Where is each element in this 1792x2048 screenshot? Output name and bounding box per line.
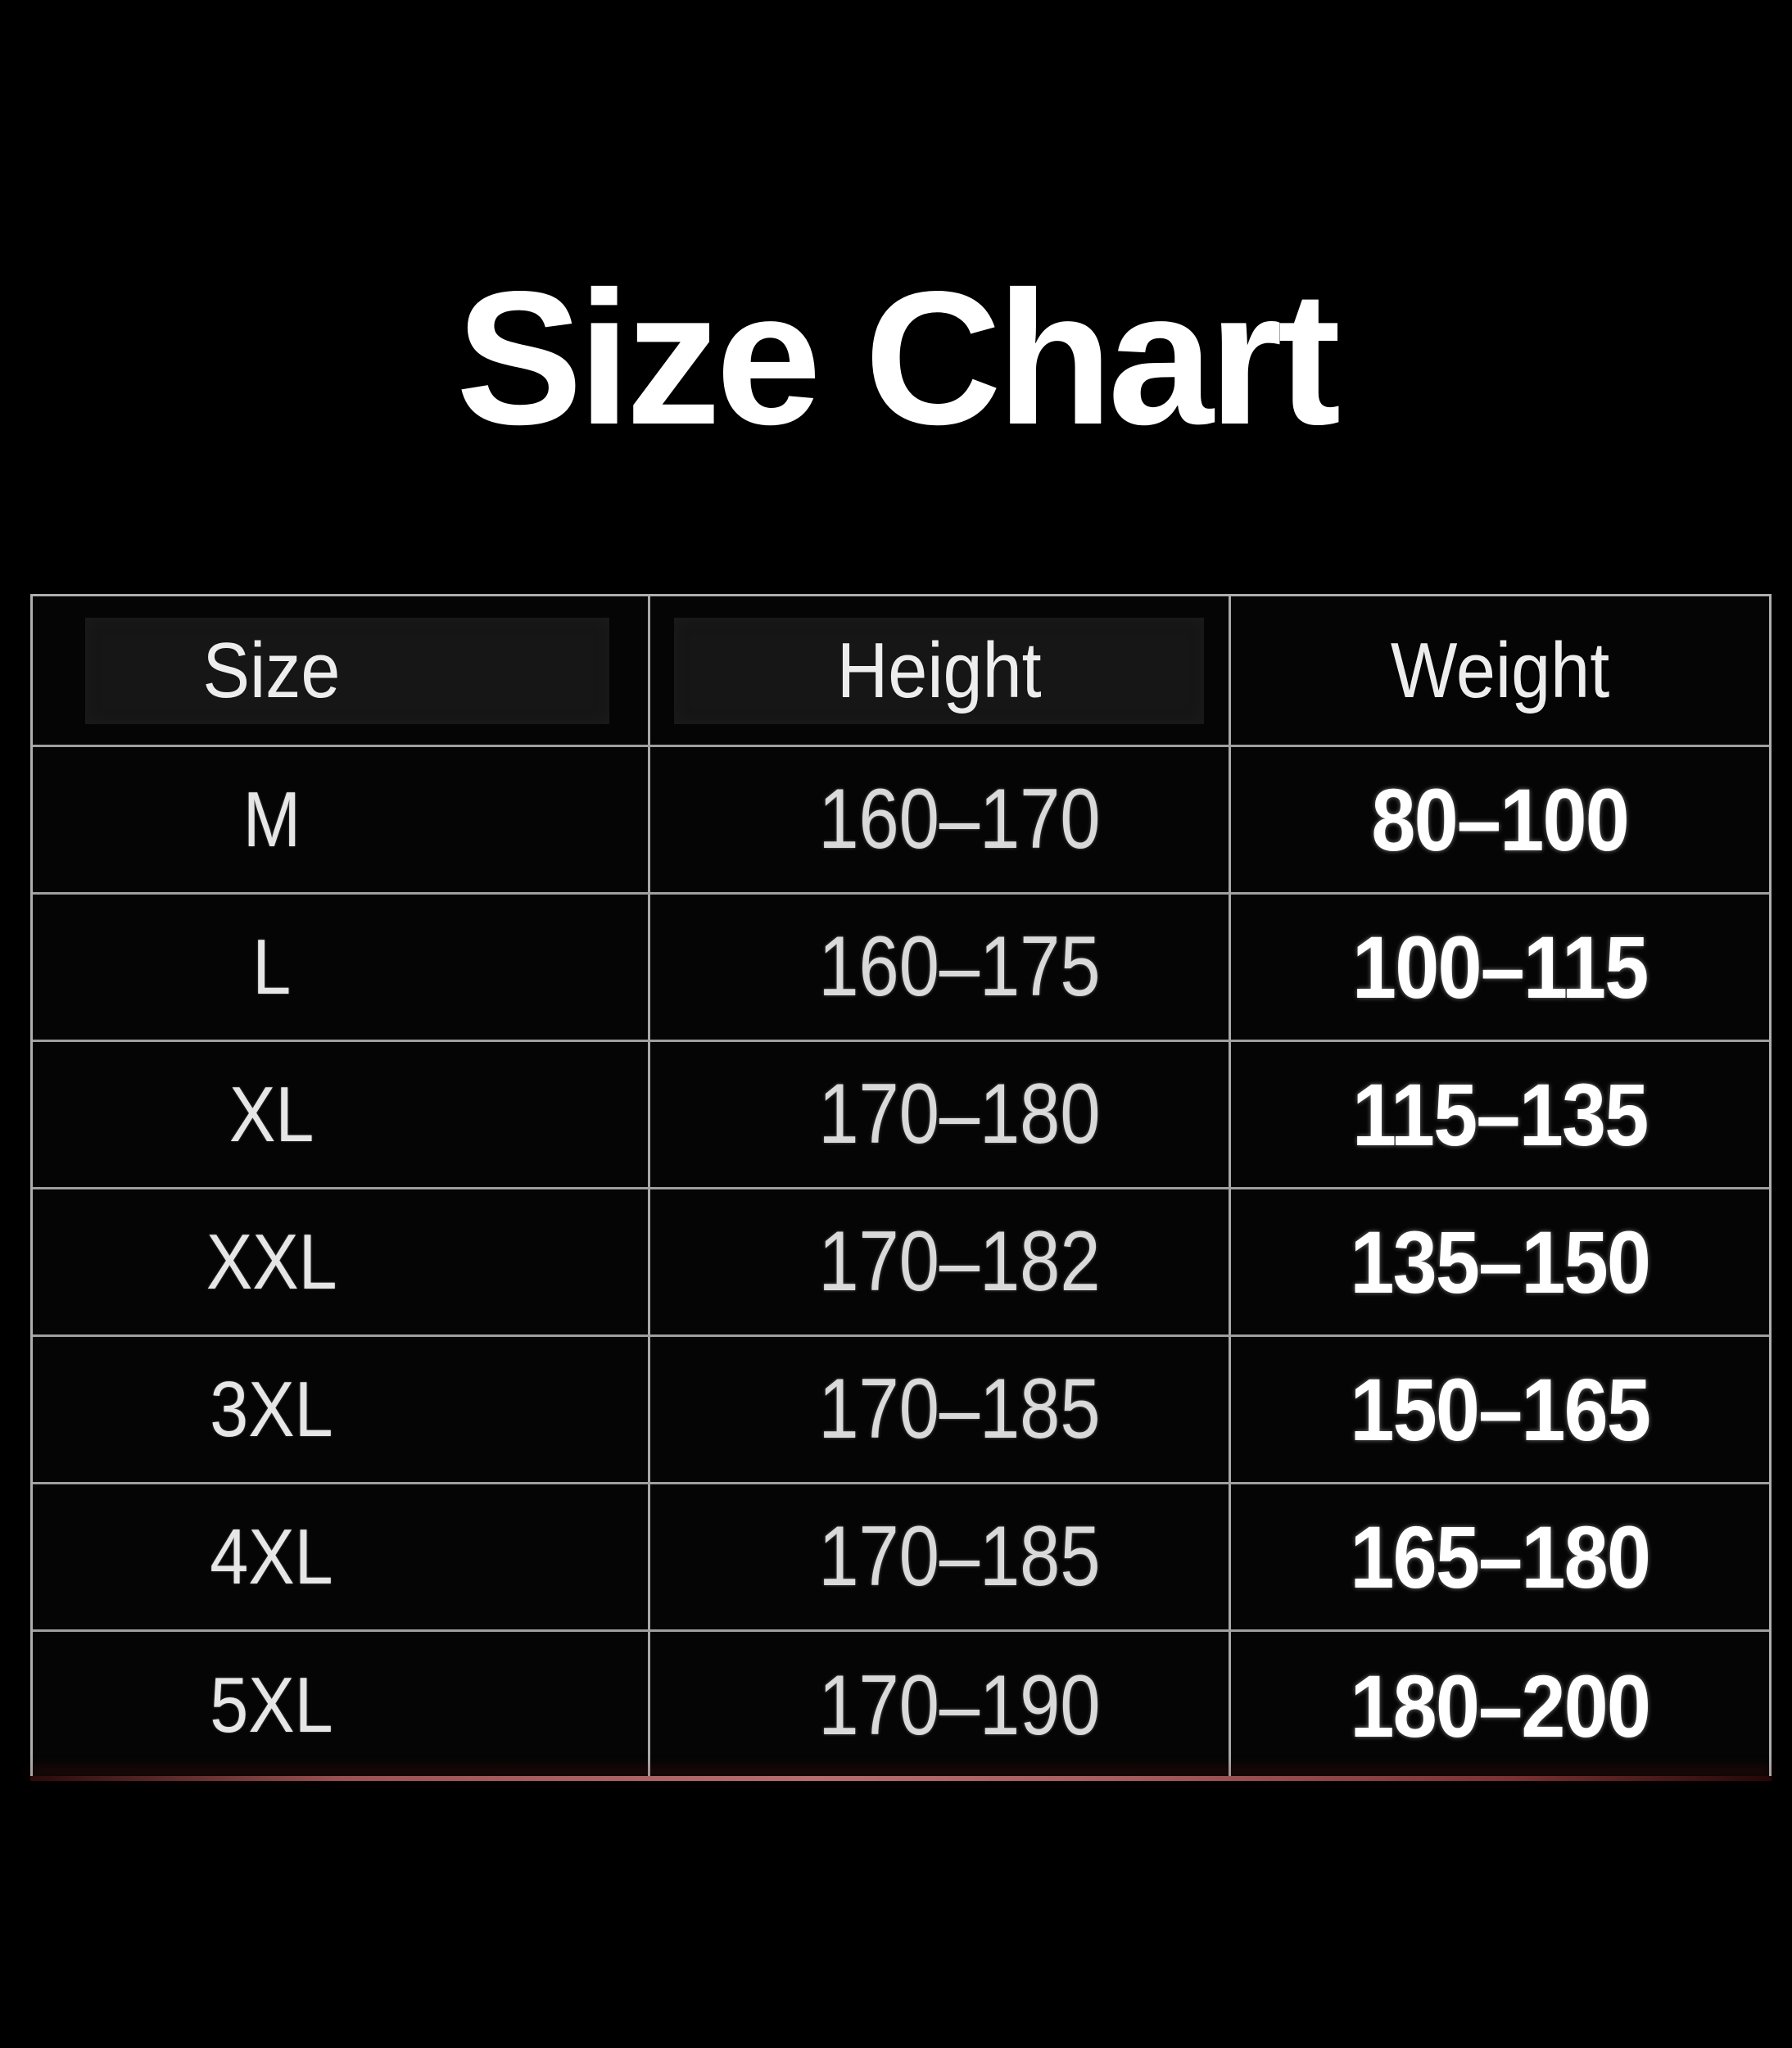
size-value: 3XL (210, 1365, 333, 1453)
size-value: L (252, 922, 291, 1011)
height-cell: 170–182 (650, 1189, 1231, 1337)
size-cell: M (33, 747, 650, 895)
weight-cell: 180–200 (1231, 1632, 1769, 1779)
size-cell: XXL (33, 1189, 650, 1337)
weight-cell: 80–100 (1231, 747, 1769, 895)
weight-value: 135–150 (1350, 1212, 1652, 1312)
header-height-label: Height (837, 626, 1042, 714)
size-cell: L (33, 895, 650, 1042)
size-value: 5XL (210, 1661, 333, 1749)
table-bottom-accent (30, 1776, 1772, 1781)
header-size-patch (85, 618, 609, 724)
height-cell: 170–190 (650, 1632, 1231, 1779)
header-cell-height: Height (650, 596, 1231, 747)
weight-value: 180–200 (1350, 1656, 1652, 1756)
weight-value: 150–165 (1350, 1360, 1652, 1459)
size-chart-table: Size Height Weight M 160–170 80–100 L 16… (30, 594, 1772, 1779)
height-value: 170–180 (817, 1067, 1101, 1162)
size-cell: 4XL (33, 1484, 650, 1632)
height-value: 170–182 (817, 1214, 1101, 1309)
height-value: 160–175 (817, 919, 1101, 1014)
weight-value: 115–135 (1352, 1065, 1649, 1164)
size-cell: 3XL (33, 1337, 650, 1484)
height-value: 170–190 (817, 1657, 1101, 1753)
size-cell: 5XL (33, 1632, 650, 1779)
weight-cell: 100–115 (1231, 895, 1769, 1042)
height-cell: 170–185 (650, 1337, 1231, 1484)
height-cell: 170–180 (650, 1042, 1231, 1189)
header-size-label: Size (202, 626, 341, 714)
size-value: 4XL (210, 1512, 333, 1601)
header-cell-weight: Weight (1231, 596, 1769, 747)
height-value: 160–170 (817, 772, 1101, 867)
size-value: XXL (206, 1217, 337, 1306)
size-value: M (242, 775, 301, 863)
weight-cell: 150–165 (1231, 1337, 1769, 1484)
page-title: Size Chart (455, 252, 1342, 464)
weight-value: 80–100 (1371, 770, 1630, 869)
header-height-patch (674, 618, 1204, 724)
height-cell: 160–175 (650, 895, 1231, 1042)
size-cell: XL (33, 1042, 650, 1189)
weight-cell: 135–150 (1231, 1189, 1769, 1337)
height-value: 170–185 (817, 1509, 1101, 1604)
header-cell-size: Size (33, 596, 650, 747)
size-value: XL (229, 1070, 315, 1158)
weight-value: 165–180 (1350, 1507, 1652, 1606)
weight-cell: 115–135 (1231, 1042, 1769, 1189)
height-value: 170–185 (817, 1362, 1101, 1457)
weight-cell: 165–180 (1231, 1484, 1769, 1632)
header-weight-label: Weight (1390, 626, 1610, 714)
weight-value: 100–115 (1352, 918, 1649, 1017)
height-cell: 170–185 (650, 1484, 1231, 1632)
height-cell: 160–170 (650, 747, 1231, 895)
